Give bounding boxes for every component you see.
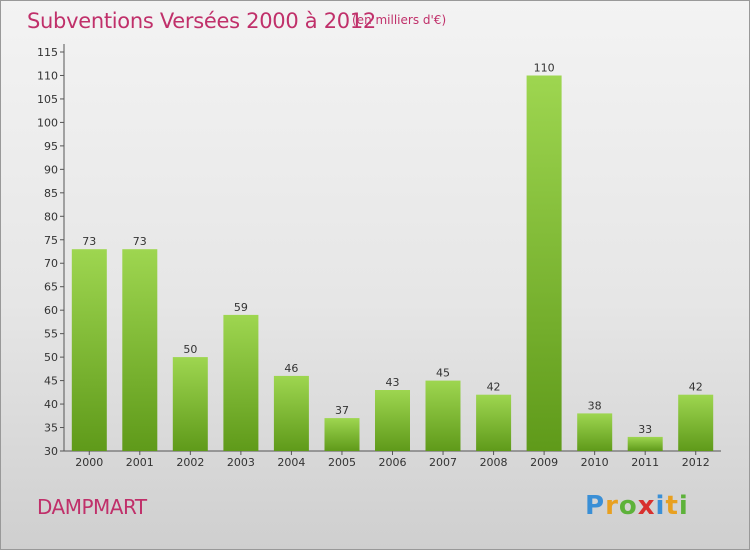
y-tick-label: 40: [44, 398, 58, 411]
data-label: 73: [133, 235, 147, 248]
bar: [273, 375, 309, 451]
proxiti-logo: Proxiti: [585, 491, 689, 521]
x-tick-label: 2005: [328, 456, 356, 469]
x-tick-label: 2006: [379, 456, 407, 469]
data-label: 46: [284, 362, 298, 375]
logo-letter: P: [585, 491, 606, 521]
y-tick-label: 75: [44, 234, 58, 247]
labels: 2000 73 2001 73 2002 50 2003 59 2004 46 2005 37 2006…: [75, 61, 709, 469]
x-tick-label: 2010: [581, 456, 609, 469]
bar: [71, 249, 107, 451]
x-tick-label: 2012: [682, 456, 710, 469]
data-label: 42: [689, 381, 703, 394]
logo-letter: x: [637, 491, 656, 521]
x-tick-label: 2004: [277, 456, 305, 469]
x-tick-label: 2000: [75, 456, 103, 469]
x-tick-label: 2008: [480, 456, 508, 469]
chart-unit: (en milliers d'€): [352, 13, 447, 27]
data-label: 50: [183, 343, 197, 356]
y-tick-label: 60: [44, 304, 58, 317]
bars: [71, 75, 714, 451]
y-tick-label: 55: [44, 328, 58, 341]
chart-title: Subventions Versées 2000 à 2012: [27, 9, 376, 33]
bar: [627, 436, 663, 451]
logo-letter: o: [618, 491, 638, 521]
y-tick-label: 95: [44, 140, 58, 153]
commune-name: DAMPMART: [37, 495, 147, 519]
x-tick-label: 2011: [631, 456, 659, 469]
data-label: 45: [436, 367, 450, 380]
bar: [526, 75, 562, 451]
y-tick-label: 100: [37, 116, 58, 129]
bar: [425, 380, 461, 451]
bar: [223, 314, 259, 451]
data-label: 37: [335, 404, 349, 417]
y-tick-label: 30: [44, 445, 58, 458]
x-tick-label: 2009: [530, 456, 558, 469]
data-label: 42: [487, 381, 501, 394]
axes: 30 35 40 45 50 55 60 65 70 75 80 85 90 95 100 105 110 115: [37, 44, 721, 458]
bar: [375, 390, 410, 451]
data-label: 110: [534, 61, 555, 74]
logo-letter: t: [665, 491, 679, 521]
bar: [476, 394, 512, 451]
logo-letter: i: [678, 491, 689, 521]
data-label: 33: [638, 423, 652, 436]
bar: [122, 249, 158, 451]
bar: [678, 394, 714, 451]
y-tick-label: 35: [44, 422, 58, 435]
x-tick-label: 2002: [176, 456, 204, 469]
y-tick-label: 110: [37, 69, 58, 82]
y-tick-label: 70: [44, 257, 58, 270]
y-tick-label: 85: [44, 187, 58, 200]
bar: [577, 413, 613, 451]
data-label: 38: [588, 399, 602, 412]
y-tick-label: 105: [37, 93, 58, 106]
x-tick-label: 2007: [429, 456, 457, 469]
y-tick-label: 45: [44, 375, 58, 388]
y-tick-label: 50: [44, 351, 58, 364]
data-label: 43: [386, 376, 400, 389]
x-tick-label: 2003: [227, 456, 255, 469]
bar: [324, 418, 360, 451]
y-tick-label: 115: [37, 46, 58, 59]
x-tick-label: 2001: [126, 456, 154, 469]
logo-letter: r: [605, 491, 619, 521]
data-label: 73: [82, 235, 96, 248]
y-tick-label: 80: [44, 210, 58, 223]
bar: [172, 357, 208, 451]
data-label: 59: [234, 301, 248, 314]
logo-letter: i: [655, 491, 666, 521]
y-tick-label: 65: [44, 281, 58, 294]
y-tick-label: 90: [44, 163, 58, 176]
